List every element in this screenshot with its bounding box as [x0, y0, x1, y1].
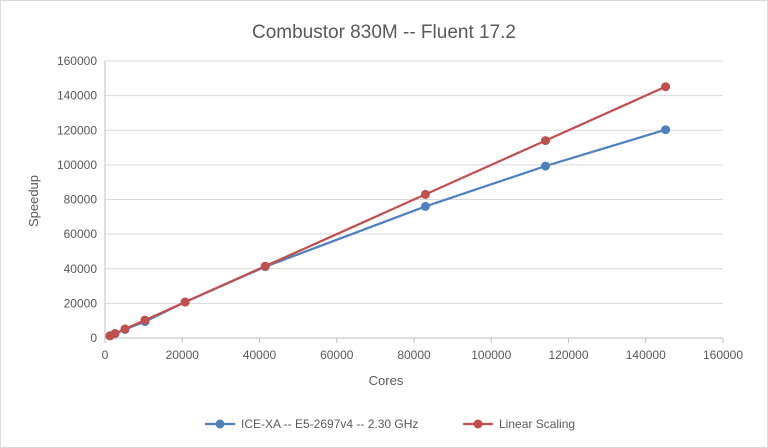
y-tick-label: 160000 [57, 54, 97, 68]
y-axis-title: Speedup [26, 175, 41, 227]
y-tick-label: 60000 [64, 227, 98, 241]
legend-item-2: Linear Scaling [463, 417, 575, 431]
data-point [661, 125, 671, 135]
series-layer [105, 82, 671, 341]
x-tick-label: 160000 [703, 348, 743, 362]
y-tick-label: 0 [90, 331, 97, 345]
data-point [661, 82, 671, 92]
legend: ICE-XA -- E5-2697v4 -- 2.30 GHz Linear Sc… [205, 417, 575, 431]
x-tick-label: 120000 [548, 348, 588, 362]
legend-marker-swatch [473, 419, 483, 429]
data-point [110, 329, 120, 338]
data-point [120, 324, 130, 334]
y-tick-label: 100000 [57, 158, 97, 172]
y-tick-label: 140000 [57, 89, 97, 103]
y-tick-label: 40000 [64, 262, 98, 276]
x-tick-label: 0 [102, 348, 109, 362]
x-tick-labels: 0 20000 40000 60000 80000 100000 120000 140000 1… [102, 348, 744, 362]
data-point [180, 297, 190, 307]
chart-title: Combustor 830M -- Fluent 17.2 [252, 22, 516, 43]
x-tick-label: 100000 [471, 348, 511, 362]
y-tick-labels: 0 20000 40000 60000 80000 100000 120000 140000 1… [57, 54, 97, 345]
x-tick-label: 80000 [397, 348, 431, 362]
y-tick-label: 20000 [64, 296, 98, 310]
grid-lines [105, 60, 723, 304]
y-tick-label: 120000 [57, 123, 97, 137]
legend-label: ICE-XA -- E5-2697v4 -- 2.30 GHz [241, 417, 418, 431]
x-axis-title: Cores [369, 373, 404, 388]
series-line [109, 85, 667, 337]
series-line [109, 128, 666, 337]
series-1 [105, 125, 671, 341]
legend-label: Linear Scaling [499, 417, 575, 431]
data-point [420, 201, 430, 211]
legend-marker-swatch [215, 419, 225, 429]
axis-lines [104, 61, 724, 343]
data-point [260, 261, 270, 271]
x-tick-label: 60000 [320, 348, 354, 362]
legend-item-1: ICE-XA -- E5-2697v4 -- 2.30 GHz [205, 417, 418, 431]
data-point [541, 161, 550, 171]
data-point [420, 189, 430, 199]
x-tick-label: 140000 [626, 348, 666, 362]
data-point [541, 136, 550, 146]
x-tick-label: 40000 [243, 348, 277, 362]
y-tick-label: 80000 [64, 193, 98, 207]
data-point [140, 315, 150, 325]
series-2 [105, 82, 671, 341]
x-tick-label: 20000 [166, 348, 200, 362]
